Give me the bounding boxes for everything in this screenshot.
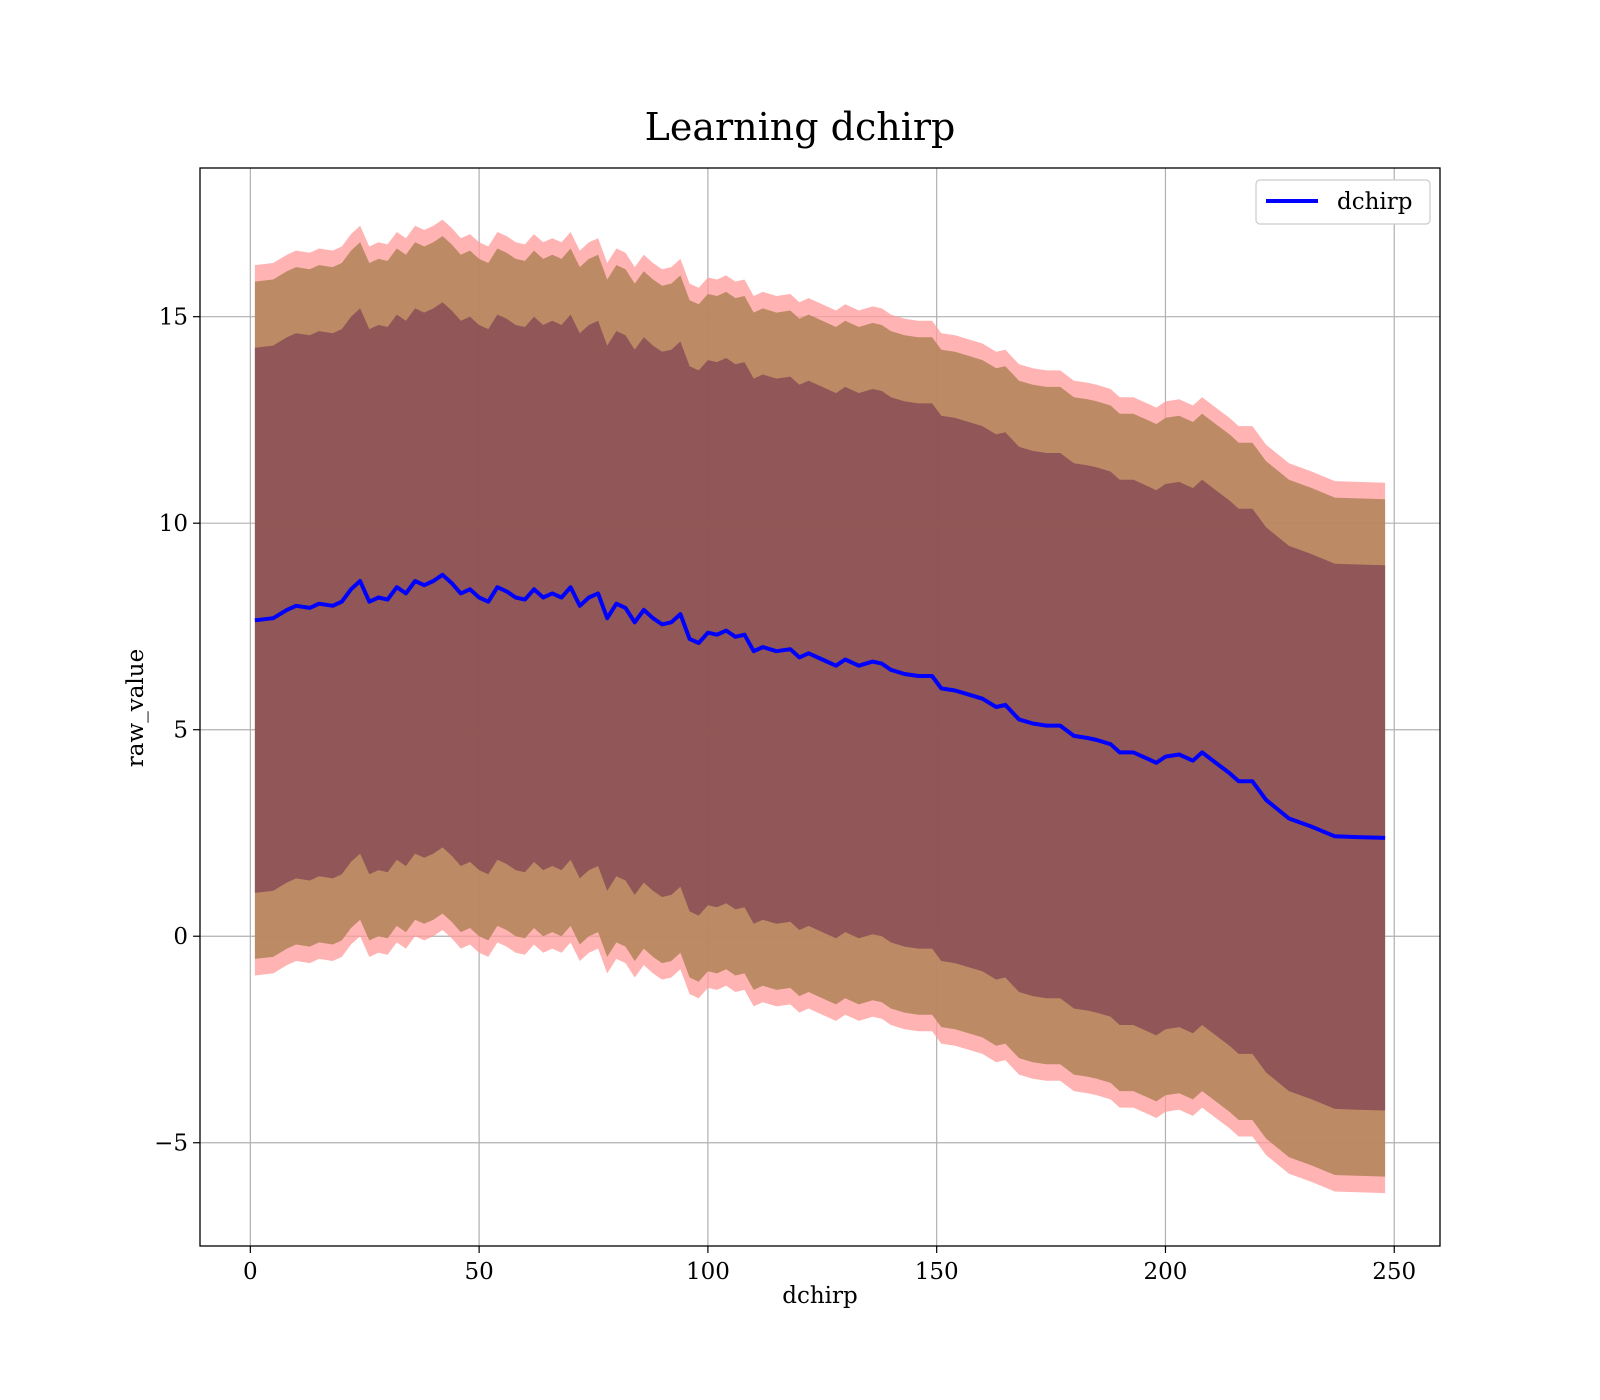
x-axis-label: dchirp (782, 1283, 858, 1309)
y-axis-label: raw_value (123, 649, 149, 767)
y-tick-label: 5 (173, 718, 188, 744)
y-axis: −5 0 5 10 15 (154, 305, 200, 1157)
series-line-dchirp (254, 572, 1386, 840)
x-tick-label: 0 (243, 1259, 258, 1285)
x-tick-label: 200 (1144, 1259, 1188, 1285)
chart-title: Learning dchirp (645, 105, 956, 149)
y-tick-label: 0 (173, 924, 188, 950)
y-tick-label: 10 (159, 511, 188, 537)
y-tick-label: −5 (154, 1131, 188, 1157)
legend-box (1255, 179, 1431, 225)
x-tick-label: 100 (686, 1259, 730, 1285)
y-tick-label: 15 (159, 305, 188, 331)
legend-label-dchirp: dchirp (1337, 189, 1413, 215)
x-axis: 0 50 100 150 200 250 (243, 1246, 1416, 1285)
plot-frame (199, 167, 1441, 1247)
legend: dchirp (1255, 179, 1431, 225)
x-tick-label: 50 (464, 1259, 493, 1285)
x-tick-label: 150 (915, 1259, 959, 1285)
x-tick-label: 250 (1372, 1259, 1416, 1285)
band-inner (254, 302, 1386, 1111)
